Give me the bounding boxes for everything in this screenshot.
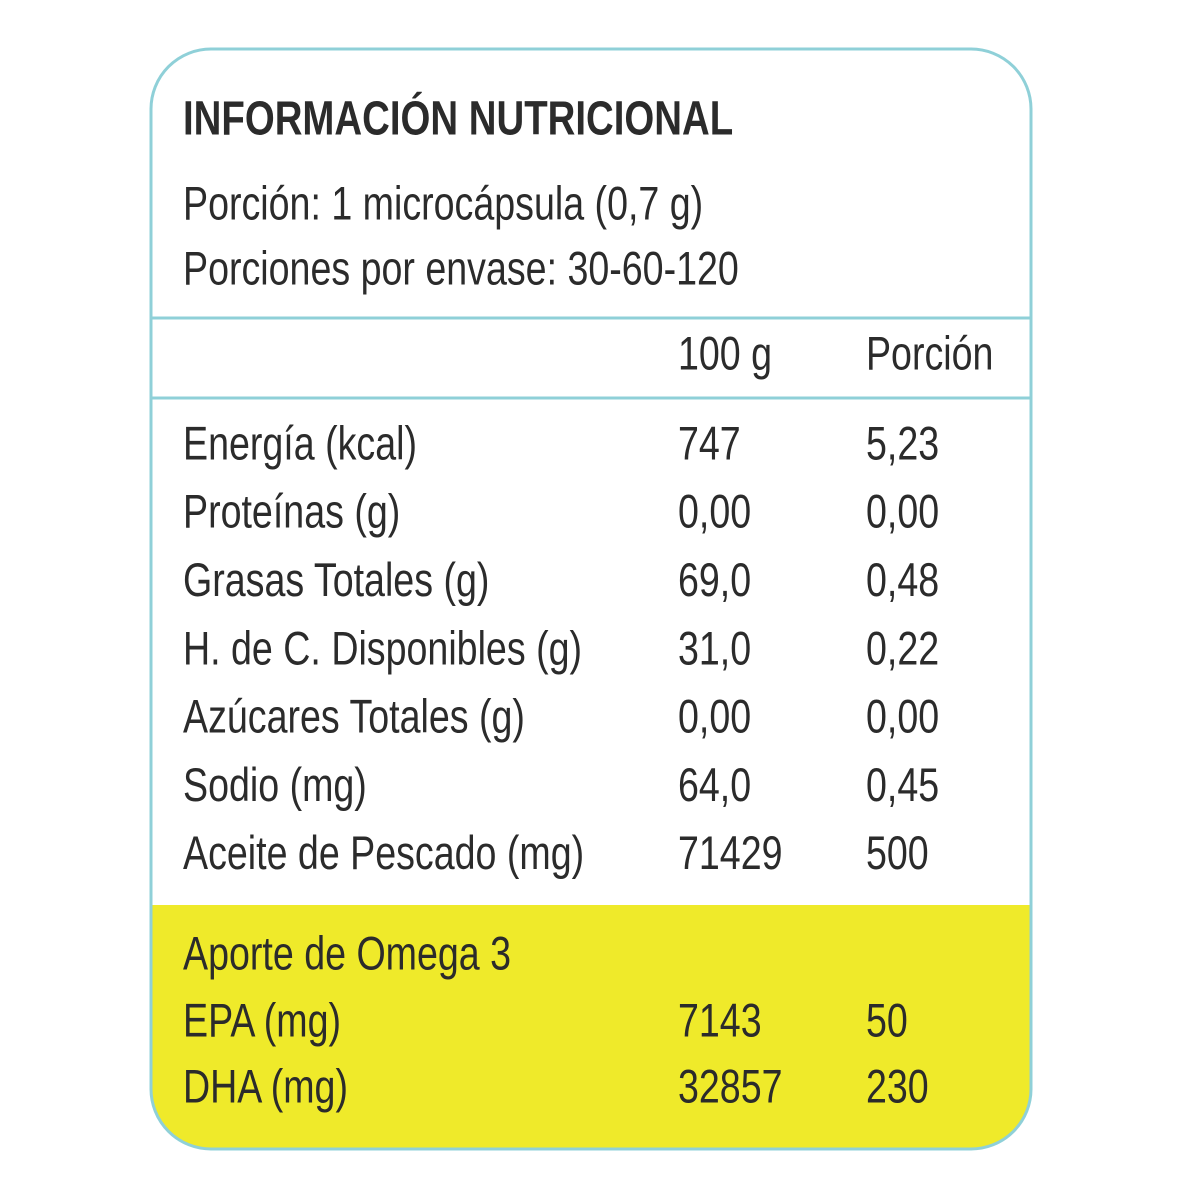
cell-value: 69,0 xyxy=(678,554,751,607)
label-border xyxy=(149,47,1033,1151)
cell-value: 0,00 xyxy=(866,691,939,744)
omega-title: Aporte de Omega 3 xyxy=(183,927,511,980)
row-label: Azúcares Totales (g) xyxy=(183,691,525,744)
cell-value: 500 xyxy=(866,827,929,880)
title: INFORMACIÓN NUTRICIONAL xyxy=(183,91,733,146)
cell-value: 0,00 xyxy=(678,691,751,744)
cell-value: 64,0 xyxy=(678,759,751,812)
cell-value: 230 xyxy=(866,1060,929,1113)
cell-value: 0,00 xyxy=(866,486,939,539)
cell-value: 0,00 xyxy=(678,486,751,539)
row-label: Sodio (mg) xyxy=(183,759,367,812)
omega-band xyxy=(151,905,1031,1149)
row-label: DHA (mg) xyxy=(183,1060,348,1113)
cell-value: 31,0 xyxy=(678,622,751,675)
cell-value: 0,22 xyxy=(866,622,939,675)
row-label: Aceite de Pescado (mg) xyxy=(183,827,584,880)
cell-value: 747 xyxy=(678,417,741,470)
cell-value: 32857 xyxy=(678,1060,783,1113)
cell-value: 7143 xyxy=(678,994,762,1047)
cell-value: 5,23 xyxy=(866,417,939,470)
row-label: Grasas Totales (g) xyxy=(183,554,489,607)
row-label: Proteínas (g) xyxy=(183,486,400,539)
cell-value: 0,45 xyxy=(866,759,939,812)
column-header: 100 g xyxy=(678,327,772,380)
cell-value: 50 xyxy=(866,994,908,1047)
texts: INFORMACIÓN NUTRICIONAL Porción: 1 microc… xyxy=(183,91,993,1114)
row-label: EPA (mg) xyxy=(183,994,341,1047)
row-label: Energía (kcal) xyxy=(183,417,417,470)
label-background xyxy=(151,49,1031,1149)
serving: Porción: 1 microcápsula (0,7 g) xyxy=(183,177,703,230)
cell-value: 71429 xyxy=(678,827,783,880)
row-label: H. de C. Disponibles (g) xyxy=(183,622,582,675)
cell-value: 0,48 xyxy=(866,554,939,607)
column-header: Porción xyxy=(866,327,993,380)
servings-per-container: Porciones por envase: 30-60-120 xyxy=(183,242,739,295)
